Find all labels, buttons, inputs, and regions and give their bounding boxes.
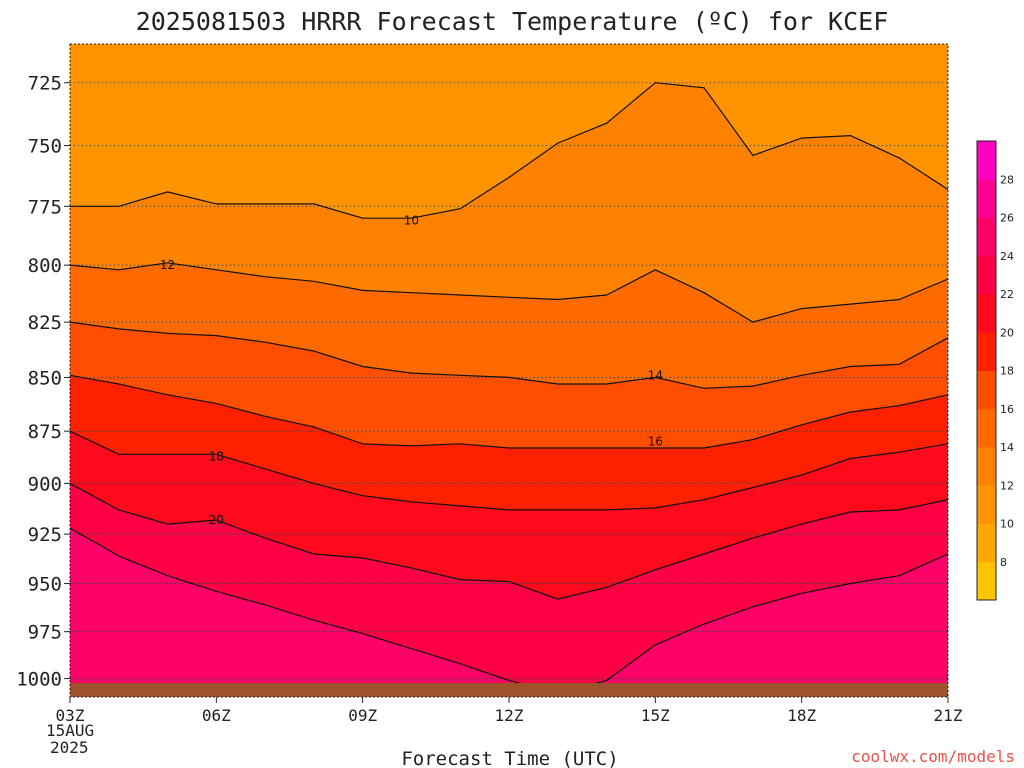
colorbar-swatch-2 [977,485,996,524]
y-tick-label-725: 725 [28,73,62,95]
y-tick-label-800: 800 [28,255,62,277]
colorbar-label-22: 22 [1000,288,1014,301]
colorbar-label-28: 28 [1000,173,1014,186]
colorbar-swatch-10 [977,179,996,218]
x-tick-label-06Z: 06Z [202,706,231,725]
chart-title: 2025081503 HRRR Forecast Temperature (ºC… [136,7,889,36]
x-date-line-1: 15AUG [46,721,94,740]
y-tick-label-825: 825 [28,312,62,334]
x-tick-label-03Z: 03Z [56,706,85,725]
colorbar-label-10: 10 [1000,518,1014,531]
colorbar-label-20: 20 [1000,326,1014,339]
contour-line-22 [70,527,948,694]
contour-line-20 [70,482,948,600]
contour-line-10 [70,82,948,219]
contour-line-14 [70,321,948,389]
colorbar-swatch-3 [977,447,996,486]
y-tick-label-775: 775 [28,196,62,218]
colorbar-label-14: 14 [1000,441,1014,454]
colorbar-label-12: 12 [1000,479,1014,492]
contour-label-12: 12 [160,258,175,272]
y-tick-label-1000: 1000 [16,669,62,691]
y-tick-label-975: 975 [28,622,62,644]
x-tick-label-12Z: 12Z [495,706,524,725]
y-tick-label-950: 950 [28,574,62,596]
colorbar-swatch-8 [977,255,996,295]
colorbar-label-16: 16 [1000,403,1014,416]
colorbar-swatch-0 [977,561,996,601]
colorbar-swatch-5 [977,370,996,410]
colorbar-label-18: 18 [1000,365,1014,378]
contour-label-layer: 10 12 14 16 18 20 [160,214,663,527]
colorbar-swatch-6 [977,332,996,371]
contour-label-16: 16 [648,435,663,449]
y-axis: 725 750 775 800 825 850 875 900 925 950 975 1000 [16,73,70,691]
colorbar-label-24: 24 [1000,250,1014,263]
credit-text: coolwx.com/models [851,747,1015,766]
x-tick-label-09Z: 09Z [348,706,377,725]
colorbar: 8 10 12 14 16 18 20 22 24 26 28 [976,140,1014,601]
surface-terrain-band [70,683,948,697]
y-tick-label-875: 875 [28,421,62,443]
temperature-fill-layer [70,44,948,697]
y-tick-label-925: 925 [28,524,62,546]
contour-label-14: 14 [648,368,663,382]
contour-line-18 [70,430,948,511]
colorbar-swatch-11 [977,141,996,180]
colorbar-label-26: 26 [1000,212,1014,225]
x-tick-label-15Z: 15Z [641,706,670,725]
x-date-line-2: 2025 [50,738,89,757]
contour-line-12 [70,262,948,323]
y-tick-label-900: 900 [28,473,62,495]
y-tick-label-850: 850 [28,367,62,389]
colorbar-swatch-4 [977,408,996,448]
temperature-band-22 [70,528,948,697]
colorbar-swatch-7 [977,294,996,333]
x-tick-label-18Z: 18Z [787,706,816,725]
colorbar-frame [976,140,997,601]
x-axis-title: Forecast Time (UTC) [401,748,618,768]
colorbar-swatch-1 [977,523,996,563]
colorbar-label-8: 8 [1000,556,1007,569]
contour-line-16 [70,374,948,449]
contour-label-20: 20 [209,513,224,527]
x-axis: 15AUG 2025 03Z 06Z 09Z 12Z 15Z 18Z 21Z [46,697,963,757]
y-tick-label-750: 750 [28,136,62,158]
x-tick-label-21Z: 21Z [934,706,963,725]
contour-layer [70,82,948,694]
contour-label-18: 18 [209,449,224,463]
ground-layer [70,683,948,697]
contour-label-10: 10 [404,214,419,228]
colorbar-swatch-9 [977,217,996,257]
